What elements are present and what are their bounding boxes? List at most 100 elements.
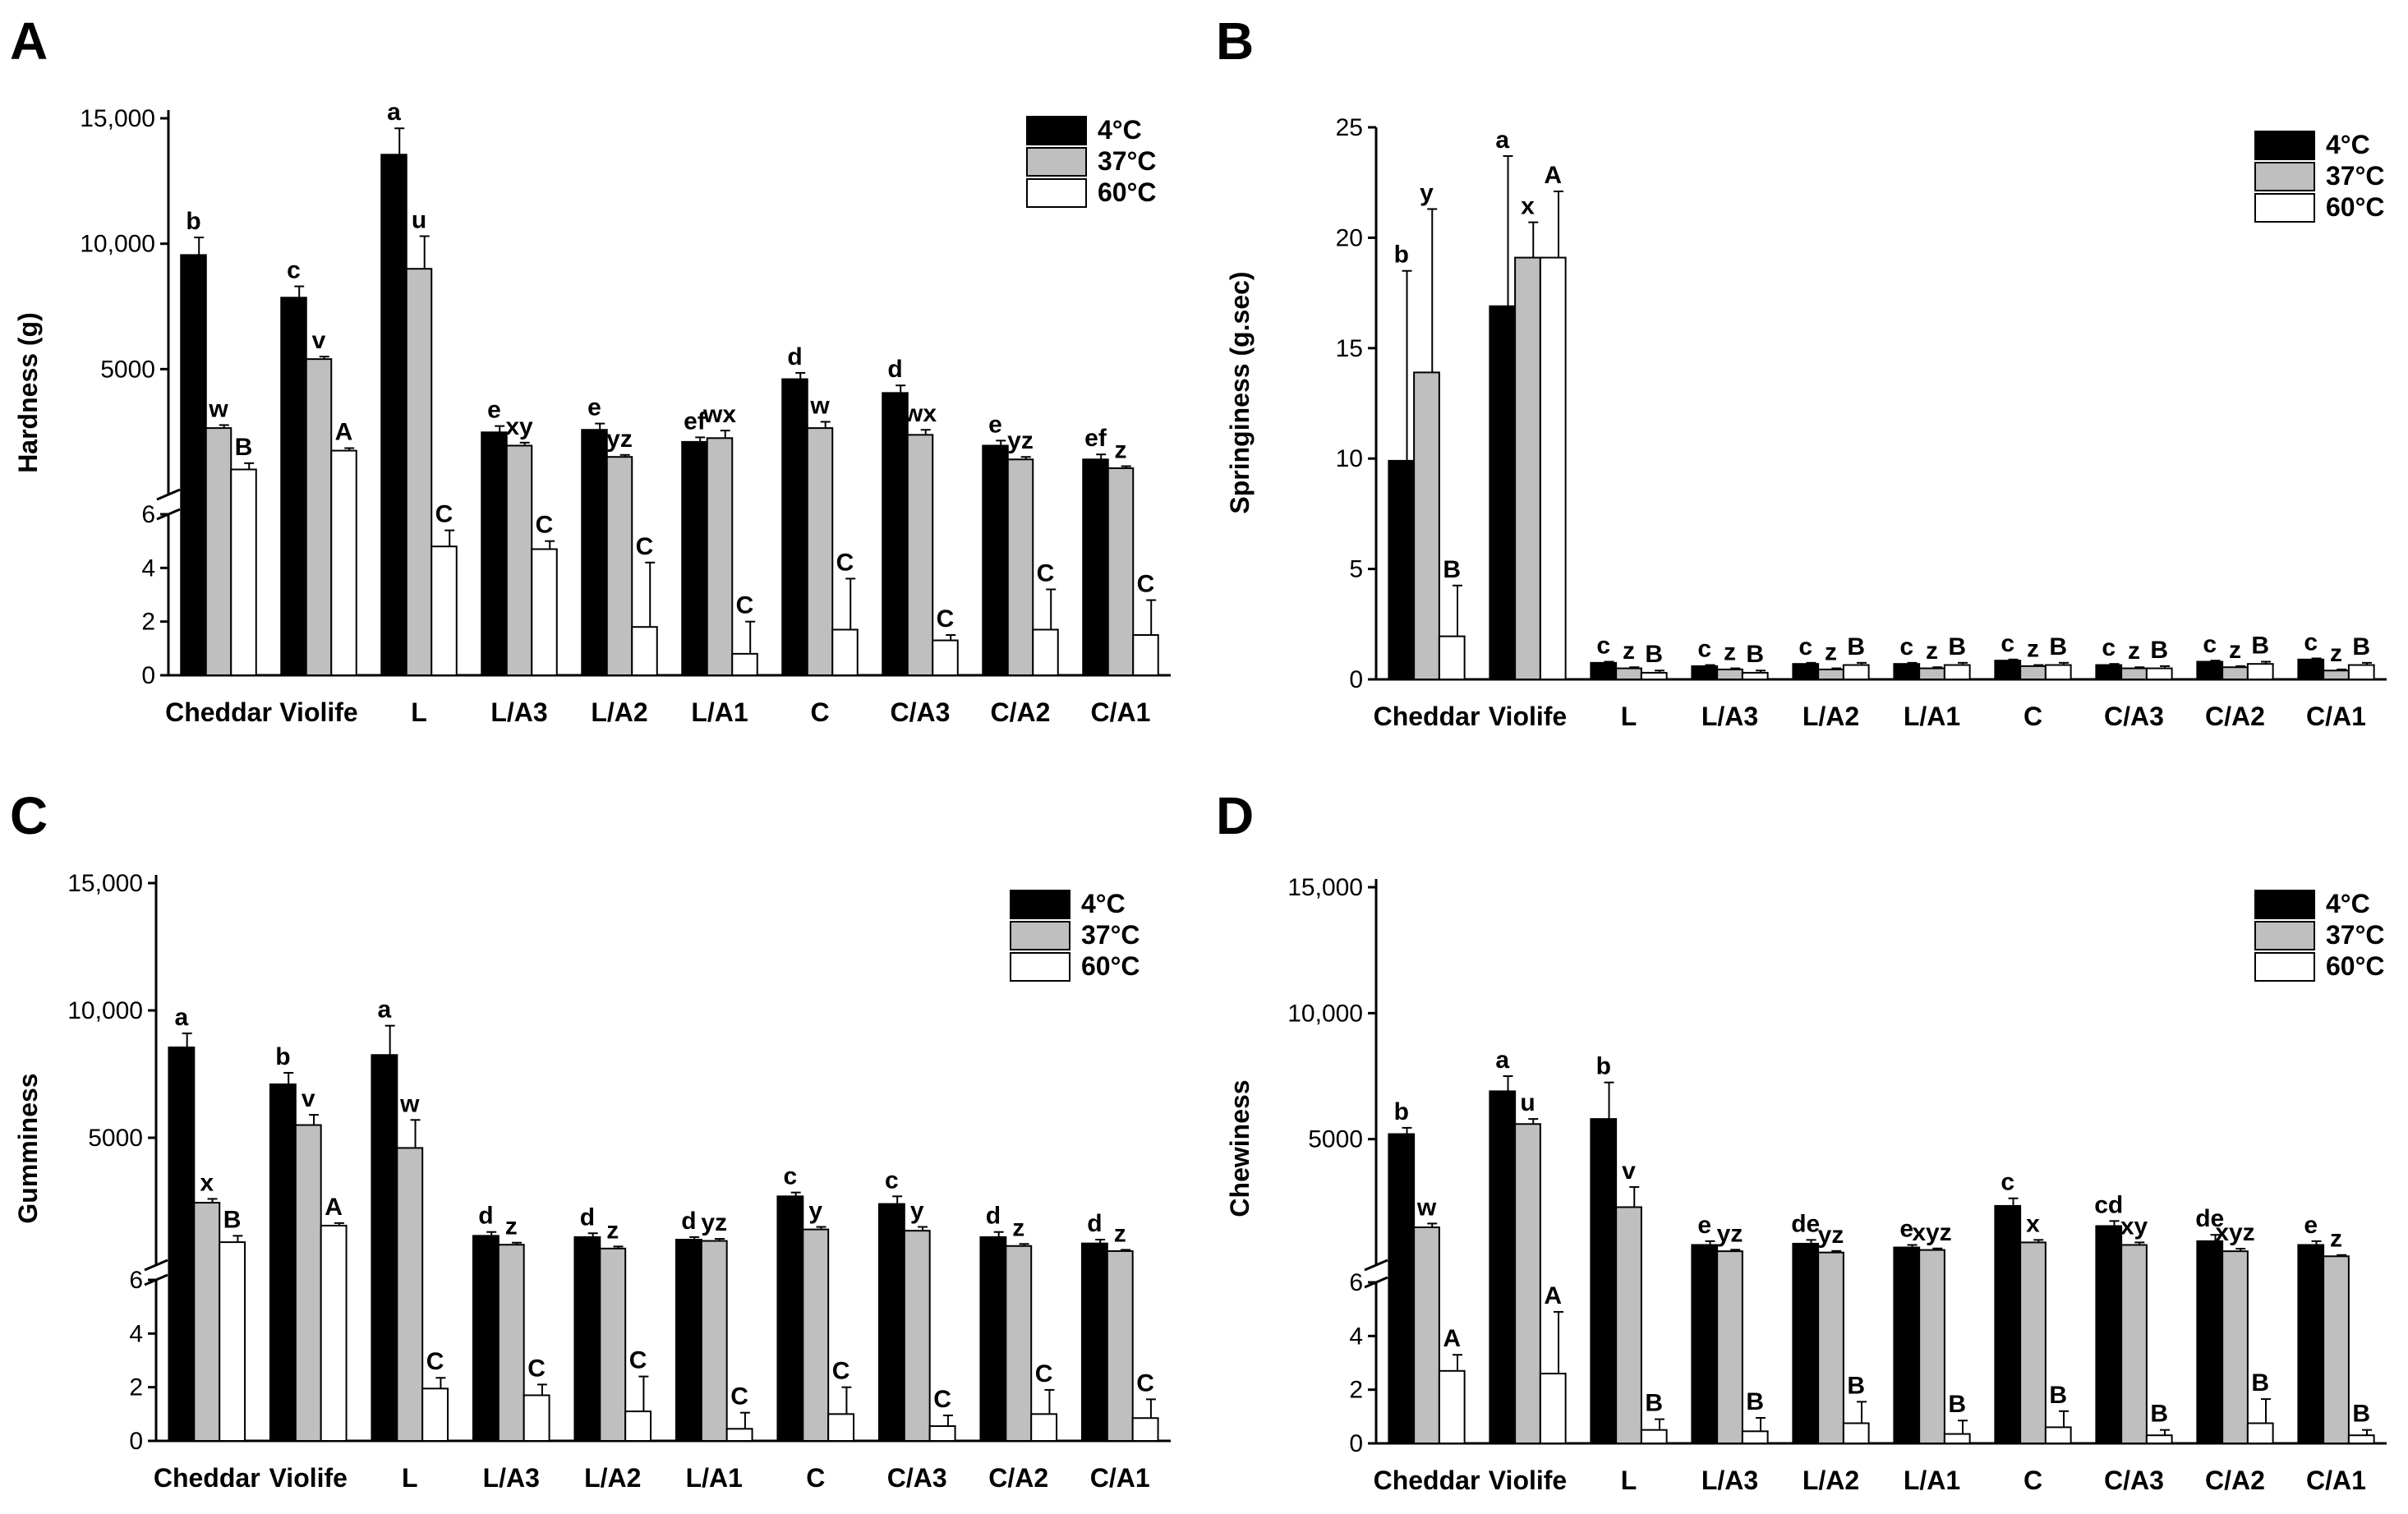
significance-letter: e [1899, 1215, 1913, 1242]
x-tick-label: L/A1 [1904, 702, 1960, 731]
x-tick-label: C/A2 [2205, 1466, 2265, 1495]
significance-letter: e [988, 411, 1002, 438]
significance-letter: B [1948, 1391, 1966, 1418]
significance-letter: w [399, 1090, 420, 1117]
bar [205, 427, 233, 676]
bar [624, 1410, 652, 1442]
significance-letter: C [1035, 1360, 1053, 1387]
y-axis-title: Springiness (g.sec) [1225, 271, 1255, 513]
significance-letter: v [1622, 1157, 1636, 1185]
bar [1438, 1369, 1466, 1445]
significance-letter: A [1544, 162, 1562, 189]
bar [2044, 1426, 2072, 1445]
y-tick-label: 0 [129, 1428, 143, 1455]
bar [1539, 1373, 1567, 1444]
bar [599, 1247, 627, 1442]
x-tick-label: L [411, 697, 427, 727]
legend: 4°C37°C60°C [1010, 889, 1140, 982]
significance-letter: c [885, 1167, 899, 1194]
legend-swatch [2254, 952, 2315, 982]
y-axis-title: Hardness (g) [13, 312, 43, 473]
bar [230, 468, 257, 677]
x-tick-label: C/A3 [891, 697, 951, 727]
legend-swatch [2254, 131, 2315, 160]
bar [405, 268, 433, 676]
bar [2095, 1225, 2123, 1444]
significance-letter: C [426, 1348, 444, 1375]
bar [1691, 1244, 1719, 1445]
significance-letter: x [2026, 1210, 2040, 1237]
significance-letter: b [186, 208, 200, 235]
y-tick-label: 2 [129, 1374, 143, 1401]
bar [700, 1240, 728, 1443]
bar [982, 444, 1009, 677]
significance-letter: c [1697, 636, 1711, 663]
significance-letter: z [1825, 639, 1837, 666]
significance-letter: c [2001, 1169, 2014, 1196]
bar [193, 1202, 221, 1443]
bar [2222, 666, 2249, 681]
legend-swatch [2254, 890, 2315, 919]
bar [1792, 663, 1820, 681]
significance-letter: b [1596, 1053, 1611, 1080]
significance-letter: c [2001, 630, 2014, 657]
bar [1489, 305, 1517, 680]
significance-letter: z [1115, 436, 1127, 463]
y-tick-label: 4 [1349, 1323, 1363, 1350]
x-tick-label: L/A1 [686, 1463, 743, 1493]
significance-letter: c [1798, 633, 1812, 660]
bar [2297, 1244, 2325, 1445]
significance-letter: z [1114, 1220, 1126, 1247]
bar [481, 431, 508, 676]
bar [731, 652, 758, 676]
x-tick-label: L/A2 [584, 1463, 641, 1493]
bar [294, 1124, 322, 1442]
x-tick-label: C [2024, 1466, 2042, 1495]
significance-letter: c [2304, 628, 2318, 656]
x-tick-label: C/A1 [2306, 702, 2366, 731]
bar [1716, 1250, 1743, 1444]
y-tick-label: 4 [129, 1320, 143, 1347]
x-tick-label: C/A3 [2104, 1466, 2164, 1495]
significance-letter: z [2128, 637, 2140, 665]
x-tick-label: L/A3 [483, 1463, 540, 1493]
significance-letter: A [325, 1194, 343, 1221]
bar [1741, 671, 1769, 680]
bar [1640, 1429, 1668, 1444]
significance-letter: w [809, 392, 830, 419]
bar [2145, 1434, 2173, 1444]
significance-letter: v [302, 1085, 315, 1112]
y-tick-label: 15 [1336, 335, 1363, 362]
significance-letter: B [2150, 637, 2168, 664]
y-tick-label: 15,000 [80, 105, 155, 132]
x-tick-label: L [1621, 702, 1637, 731]
bar [2044, 664, 2072, 681]
legend-label: 37°C [1098, 146, 1157, 176]
bar [1615, 667, 1642, 680]
bar [1716, 668, 1743, 680]
bar [906, 434, 934, 677]
bar [2196, 660, 2224, 680]
significance-letter: B [223, 1206, 242, 1233]
significance-letter: e [587, 394, 601, 421]
panel-letter: B [1216, 12, 1254, 71]
significance-letter: C [1137, 571, 1155, 598]
x-tick-label: C/A3 [887, 1463, 947, 1493]
axis-break-mark [156, 488, 181, 501]
bar [631, 626, 658, 677]
legend-label: 60°C [2326, 192, 2385, 222]
significance-letter: B [1847, 1372, 1865, 1399]
y-tick-label: 5 [1349, 556, 1363, 583]
significance-letter: B [2352, 633, 2370, 660]
x-tick-label: L/A3 [1701, 1466, 1758, 1495]
significance-letter: C [832, 1358, 850, 1385]
significance-letter: d [1087, 1210, 1102, 1237]
x-tick-label: Cheddar [165, 697, 272, 727]
bar [1817, 1251, 1844, 1444]
significance-letter: B [2150, 1401, 2168, 1428]
legend-swatch [2254, 193, 2315, 223]
legend-swatch [1010, 921, 1070, 950]
y-tick-label: 15,000 [67, 870, 143, 897]
significance-letter: c [2102, 634, 2116, 661]
